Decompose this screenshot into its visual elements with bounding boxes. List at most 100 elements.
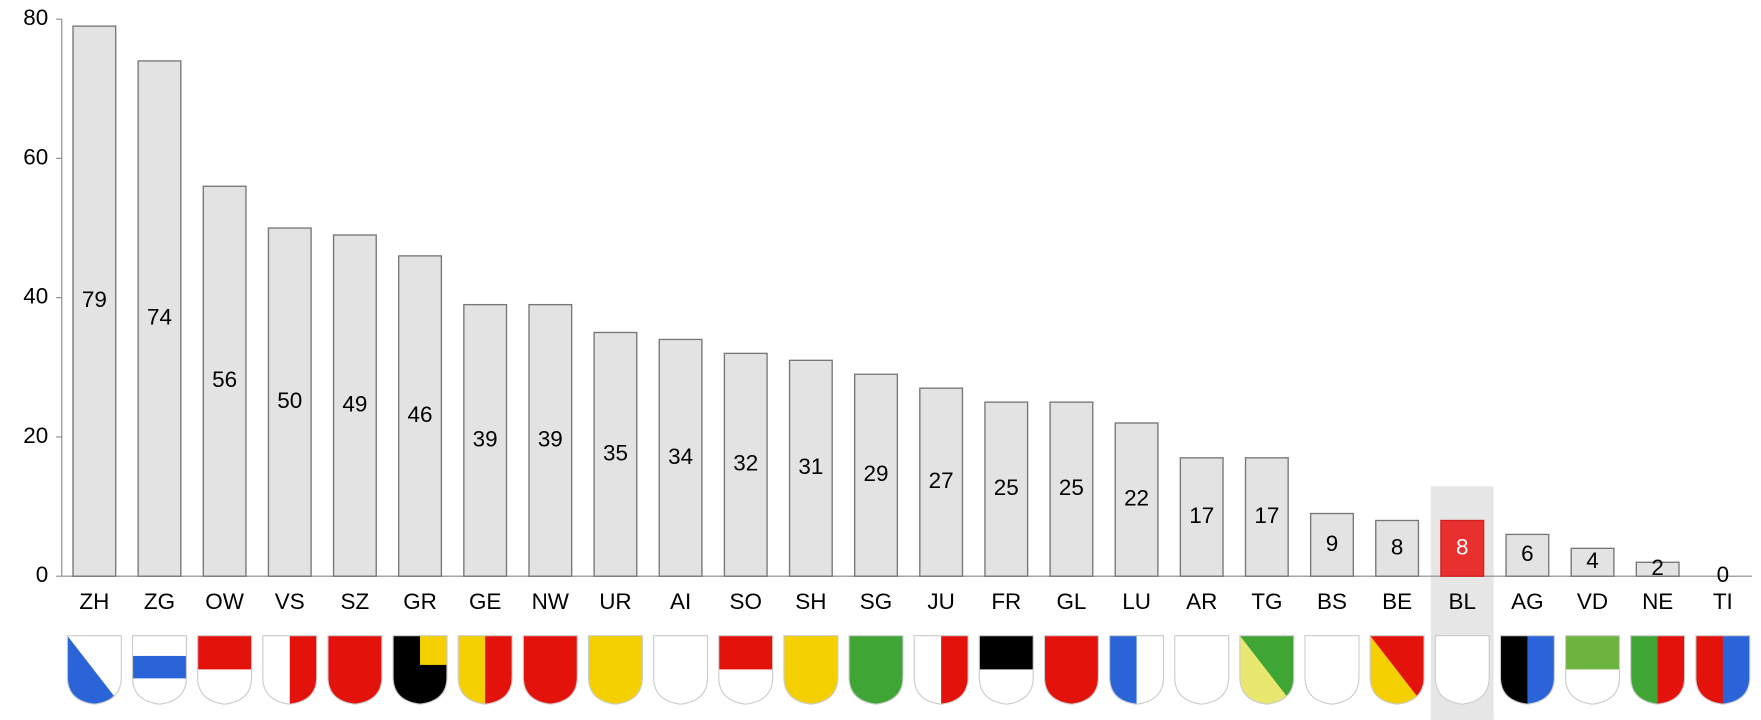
coat-of-arms xyxy=(393,635,447,705)
coat-of-arms xyxy=(1044,635,1099,705)
value-label: 4 xyxy=(1586,548,1598,573)
bar xyxy=(1505,533,1550,577)
x-tick-label: AG xyxy=(1511,589,1543,614)
bar xyxy=(919,387,964,577)
value-label: 17 xyxy=(1189,503,1214,528)
shield-outline xyxy=(913,635,969,705)
shield-outline xyxy=(1239,635,1295,705)
x-tick-label: SZ xyxy=(341,589,370,614)
coat-of-arms xyxy=(197,635,252,705)
x-tick-label: JU xyxy=(927,589,954,614)
value-label: 2 xyxy=(1651,555,1663,580)
value-label: 79 xyxy=(82,287,107,312)
shield-field xyxy=(523,635,578,705)
value-label: 17 xyxy=(1254,503,1279,528)
value-label: 35 xyxy=(603,440,628,465)
shield-outline xyxy=(1695,635,1751,705)
coat-of-arms xyxy=(1370,635,1425,705)
x-tick-label: GE xyxy=(469,589,501,614)
shield-part xyxy=(289,635,317,705)
bar xyxy=(658,338,703,577)
value-label: 50 xyxy=(277,388,302,413)
x-tick-label: LU xyxy=(1122,589,1151,614)
value-label: 8 xyxy=(1456,534,1469,559)
y-tick-label: 40 xyxy=(23,284,48,309)
bar xyxy=(1440,519,1485,577)
bar xyxy=(72,25,117,577)
shield-outline xyxy=(783,635,839,705)
value-label: 39 xyxy=(538,426,563,451)
value-label: 31 xyxy=(798,454,823,479)
value-label: 39 xyxy=(473,426,498,451)
value-label: 29 xyxy=(864,461,889,486)
shield-part xyxy=(1527,635,1555,705)
value-label: 22 xyxy=(1124,486,1149,511)
coat-of-arms xyxy=(1435,635,1490,705)
bar xyxy=(1049,401,1094,577)
coat-of-arms xyxy=(979,635,1034,705)
value-label: 34 xyxy=(668,444,693,469)
x-tick-label: SG xyxy=(860,589,892,614)
coat-of-arms xyxy=(588,635,643,705)
shield-field xyxy=(653,635,708,705)
coat-of-arms xyxy=(653,635,708,705)
y-tick-label: 60 xyxy=(23,144,48,169)
shield-part xyxy=(420,635,447,665)
value-label: 56 xyxy=(212,367,237,392)
shield-outline xyxy=(848,635,904,705)
x-tick-label: AR xyxy=(1186,589,1217,614)
shield-part xyxy=(132,655,187,679)
shield-part xyxy=(979,669,1034,705)
coat-of-arms xyxy=(67,635,122,705)
shield-outline xyxy=(1109,635,1165,705)
x-tick-label: VS xyxy=(275,589,305,614)
x-tick-label: NE xyxy=(1642,589,1673,614)
bar xyxy=(1570,547,1615,577)
shield-field xyxy=(327,635,382,705)
shield-outline xyxy=(327,635,383,705)
value-label: 74 xyxy=(147,304,172,329)
bar xyxy=(1114,422,1159,577)
x-tick-label: ZH xyxy=(79,589,109,614)
coat-of-arms xyxy=(718,635,773,705)
y-tick-label: 80 xyxy=(23,5,48,30)
value-label: 9 xyxy=(1326,531,1339,556)
shield-field xyxy=(783,635,838,705)
x-tick-label: ZG xyxy=(144,589,175,614)
shield-outline xyxy=(1174,635,1230,705)
shield-field xyxy=(1044,635,1099,705)
shield-part xyxy=(485,635,513,705)
bar xyxy=(723,352,768,577)
shield-field xyxy=(849,635,903,705)
x-tick-label: VD xyxy=(1577,589,1608,614)
bar xyxy=(398,255,443,577)
coat-of-arms xyxy=(327,635,382,705)
coat-of-arms xyxy=(1565,635,1620,705)
coat-of-arms xyxy=(1695,635,1750,705)
shield-outline xyxy=(1369,635,1425,705)
shield-field xyxy=(1174,635,1229,705)
shield-outline xyxy=(978,635,1034,705)
value-label: 46 xyxy=(408,402,433,427)
x-tick-label: FR xyxy=(991,589,1021,614)
shield-part xyxy=(1565,669,1620,705)
coat-of-arms xyxy=(1630,635,1685,705)
shield-outline xyxy=(1630,635,1686,705)
shield-outline xyxy=(1499,635,1555,705)
bar xyxy=(202,185,247,577)
shield-outline xyxy=(197,635,253,705)
bar xyxy=(593,331,638,577)
x-tick-label: GL xyxy=(1056,589,1086,614)
x-tick-label: OW xyxy=(205,589,244,614)
shield-part xyxy=(67,635,122,705)
y-tick-label: 0 xyxy=(36,562,49,587)
value-label: 27 xyxy=(929,468,954,493)
bar xyxy=(853,373,899,577)
shield-outline xyxy=(1304,635,1360,705)
x-tick-label: GR xyxy=(403,589,437,614)
bar xyxy=(1635,561,1680,577)
bar xyxy=(332,234,377,577)
value-label: 49 xyxy=(342,392,367,417)
coat-of-arms xyxy=(262,635,317,705)
x-tick-label: TI xyxy=(1713,589,1733,614)
